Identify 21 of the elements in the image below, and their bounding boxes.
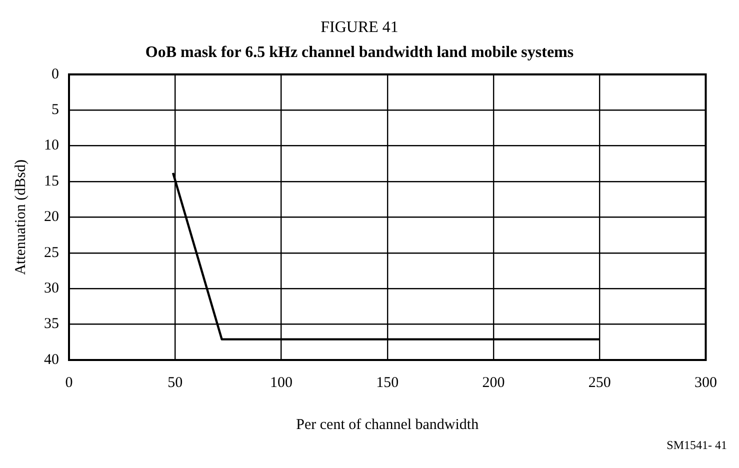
y-axis-title: Attenuation (dBsd) (12, 159, 29, 275)
x-axis-title: Per cent of channel bandwidth (296, 416, 480, 433)
x-tick-label: 100 (270, 374, 292, 391)
x-tick-label: 50 (168, 374, 183, 391)
x-tick-label: 250 (588, 374, 611, 391)
y-tick-label: 20 (44, 209, 59, 226)
y-tick-label: 25 (44, 244, 59, 261)
y-tick-label: 10 (44, 138, 59, 154)
y-tick-label: 30 (44, 280, 59, 297)
chart-subtitle: OoB mask for 6.5 kHz channel bandwidth land mobile systems (145, 44, 574, 61)
y-tick-label: 5 (52, 102, 59, 118)
x-tick-label: 300 (694, 374, 717, 391)
x-tick-label: 150 (376, 374, 399, 391)
y-tick-label: 0 (52, 66, 59, 82)
chart-title: FIGURE 41 (320, 18, 398, 36)
y-tick-label: 35 (44, 316, 59, 332)
text: SM1541- 41 (666, 438, 728, 453)
y-tick-label: 40 (44, 352, 59, 368)
x-tick-label: 200 (482, 374, 505, 391)
y-tick-label: 15 (44, 173, 59, 190)
x-tick-label: 0 (65, 374, 73, 391)
